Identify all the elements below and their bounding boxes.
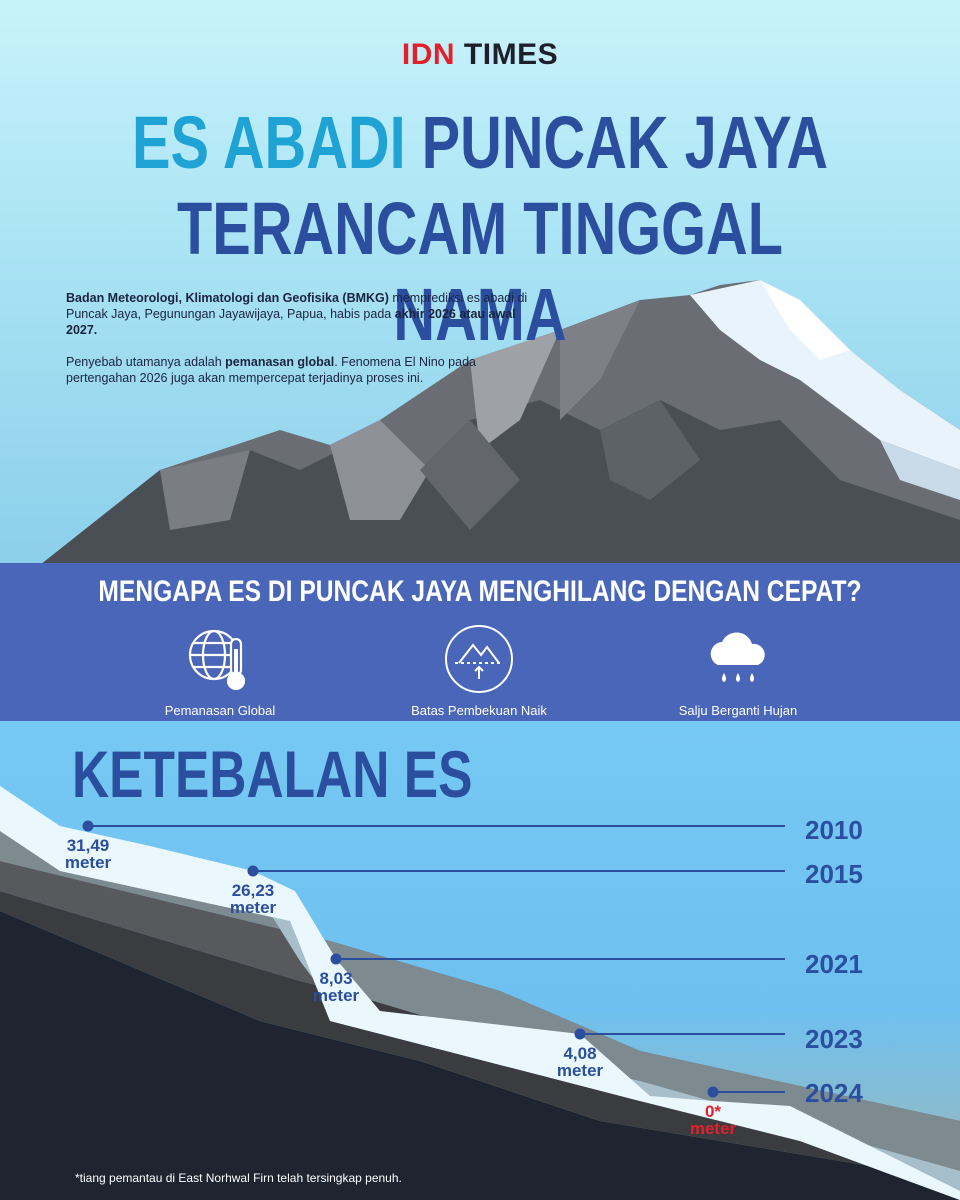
value-label-2024: 0* — [705, 1102, 721, 1121]
unit-label-2021: meter — [313, 986, 360, 1005]
year-label-2024: 2024 — [805, 1078, 863, 1108]
logo: IDN TIMES — [0, 38, 960, 72]
data-point-2023 — [574, 1028, 586, 1040]
reason-rain: Salju Berganti Hujan — [618, 623, 858, 718]
logo-dark-text: TIMES — [463, 38, 559, 71]
reason-global-warming: Pemanasan Global — [100, 623, 340, 718]
data-point-2021 — [330, 953, 342, 965]
reason-label-2: Batas Pembekuan Naik — [411, 703, 547, 718]
unit-label-2023: meter — [557, 1061, 604, 1080]
reason-label-1: Pemanasan Global — [164, 703, 276, 718]
year-label-2015: 2015 — [805, 859, 863, 889]
intro-paragraph-1: Badan Meteorologi, Klimatologi dan Geofi… — [66, 290, 536, 338]
page-title-line1: ES ABADI PUNCAK JAYA — [106, 100, 855, 186]
chart-title: KETEBALAN ES — [72, 737, 473, 811]
reason-label-3: Salju Berganti Hujan — [678, 703, 798, 718]
year-label-2021: 2021 — [805, 949, 863, 979]
unit-label-2024: meter — [690, 1119, 737, 1138]
reasons-band: MENGAPA ES DI PUNCAK JAYA MENGHILANG DEN… — [0, 563, 960, 721]
reason-freezing-line: Batas Pembekuan Naik — [359, 623, 599, 718]
unit-label-2015: meter — [230, 898, 277, 917]
page-title-line2: TERANCAM TINGGAL NAMA — [176, 187, 784, 356]
mountain-freezing-line-icon — [443, 623, 515, 695]
unit-label-2010: meter — [65, 853, 112, 872]
value-label-2015: 26,23 — [232, 881, 275, 900]
intro-p1-date: akhir 2026 atau awal 2027. — [66, 307, 516, 337]
intro-p2-text2: . Fenomena El Nino pada pertengahan 2026… — [66, 355, 476, 385]
year-label-2023: 2023 — [805, 1024, 863, 1054]
footnote: *tiang pemantau di East Norhwal Firn tel… — [75, 1171, 402, 1185]
intro-bmkg: Badan Meteorologi, Klimatologi dan Geofi… — [66, 291, 389, 305]
rain-cloud-icon — [702, 623, 774, 695]
mountain-illustration — [40, 280, 960, 565]
intro-p2-text: Penyebab utamanya adalah — [66, 355, 222, 369]
data-point-2010 — [82, 820, 94, 832]
value-label-2021: 8,03 — [319, 969, 352, 988]
glacier-profile — [0, 786, 960, 1200]
intro-paragraph-2: Penyebab utamanya adalah pemanasan globa… — [66, 354, 536, 386]
value-label-2023: 4,08 — [563, 1044, 596, 1063]
title-highlight: ES ABADI — [131, 101, 406, 184]
year-label-2010: 2010 — [805, 815, 863, 845]
intro-p2-bold: pemanasan global — [225, 355, 335, 369]
data-point-2015 — [247, 865, 259, 877]
reasons-title: MENGAPA ES DI PUNCAK JAYA MENGHILANG DEN… — [98, 575, 862, 608]
value-label-2010: 31,49 — [67, 836, 110, 855]
intro-text: Badan Meteorologi, Klimatologi dan Geofi… — [66, 290, 536, 402]
globe-thermometer-icon — [184, 623, 256, 695]
data-point-2024 — [707, 1086, 719, 1098]
intro-p1-text: memprediksi es abadi di Puncak Jaya, Peg… — [66, 291, 528, 321]
ice-thickness-section: 2010 31,49 meter 2015 26,23 meter 2021 8,03 mete… — [0, 721, 960, 1200]
logo-red-text: IDN — [401, 38, 456, 71]
title-rest: PUNCAK JAYA — [421, 101, 829, 184]
hero-section: IDN TIMES ES ABADI PUNCAK JAYA TERANCAM … — [0, 0, 960, 565]
